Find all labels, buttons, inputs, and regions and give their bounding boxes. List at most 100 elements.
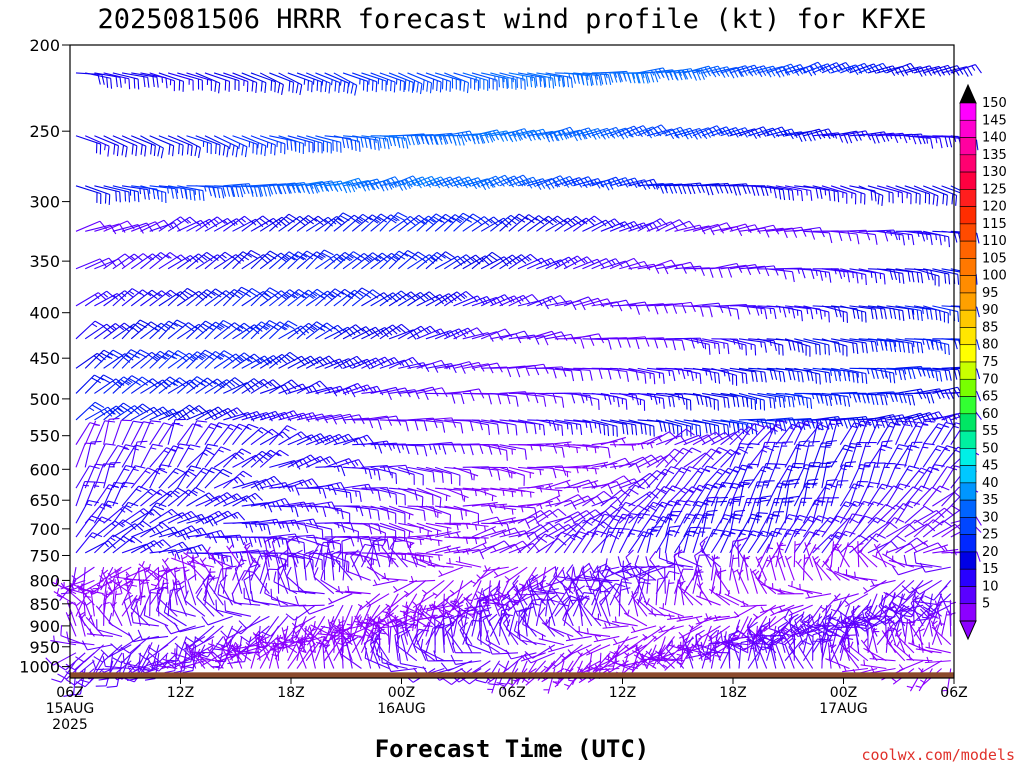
wind-barb [269, 72, 295, 93]
wind-barb [821, 305, 848, 323]
wind-barb [849, 268, 878, 284]
wind-barb [167, 322, 198, 340]
wind-barb [121, 135, 147, 157]
wind-barb [333, 324, 364, 340]
colorbar-swatch [959, 327, 977, 346]
wind-barb [563, 72, 593, 87]
y-tick-label: 850 [29, 595, 60, 614]
wind-barb [121, 289, 152, 307]
wind-barb [619, 301, 650, 312]
wind-barb [867, 65, 900, 77]
colorbar-label: 110 [982, 234, 1007, 249]
wind-barb [840, 305, 867, 323]
wind-barb [923, 135, 953, 148]
wind-barb [517, 72, 546, 88]
colorbar-label: 100 [982, 269, 1007, 284]
colorbar-swatch [959, 240, 977, 259]
wind-barb [131, 221, 163, 232]
x-tick-label: 12Z [167, 685, 194, 701]
colorbar-swatch [959, 603, 977, 622]
colorbar-label: 45 [982, 459, 999, 474]
colorbar-label: 35 [982, 493, 999, 508]
wind-barb [186, 135, 212, 155]
wind-barb [536, 175, 568, 188]
wind-barb [508, 176, 540, 189]
wind-barb [591, 218, 623, 232]
wind-barb [766, 185, 795, 201]
colorbar-label: 120 [982, 200, 1007, 215]
wind-barb [84, 290, 116, 307]
wind-barb [94, 185, 121, 203]
wind-barb [241, 135, 267, 157]
x-tick-label: 18Z [719, 685, 746, 701]
colorbar-label: 10 [982, 579, 999, 594]
wind-barb [683, 225, 715, 236]
wind-barb [609, 257, 642, 270]
wind-barb [877, 268, 905, 284]
colorbar-label: 125 [982, 182, 1007, 197]
wind-barb [241, 215, 272, 232]
colorbar-swatch [959, 119, 977, 138]
credit-text: coolwx.com/models [861, 746, 1015, 764]
colorbar-label: 85 [982, 320, 999, 335]
wind-barb [830, 268, 859, 284]
wind-barb [738, 265, 770, 277]
wind-barb [223, 135, 248, 158]
wind-barb [112, 72, 140, 90]
wind-barb [840, 268, 867, 286]
wind-barb [803, 305, 830, 323]
wind-barb [94, 135, 120, 157]
wind-barb [517, 215, 548, 232]
colorbar-swatch [959, 499, 977, 518]
wind-barb [655, 126, 688, 139]
wind-barb [149, 135, 175, 157]
wind-barb [609, 125, 642, 138]
colorbar: 1501451401351301251201151101051009590858… [959, 83, 1007, 641]
wind-barb [287, 72, 313, 93]
wind-barb [462, 296, 494, 307]
wind-barb [204, 135, 229, 158]
wind-barb [177, 185, 205, 202]
wind-barb [425, 213, 455, 232]
wind-barb [886, 305, 915, 320]
wind-barb [278, 135, 304, 154]
wind-barb [370, 214, 400, 232]
wind-barb [821, 185, 848, 204]
colorbar-swatch [959, 413, 977, 432]
wind-barb [352, 72, 378, 93]
wind-barb [425, 251, 455, 270]
wind-barb [204, 72, 231, 92]
wind-barb [397, 214, 428, 232]
wind-barb [213, 135, 239, 158]
colorbar-label: 80 [982, 338, 999, 353]
wind-barb [784, 305, 814, 320]
wind-barb [803, 185, 831, 201]
colorbar-label: 95 [982, 286, 999, 301]
y-tick-label: 1000 [19, 658, 60, 677]
colorbar-label: 90 [982, 303, 999, 318]
wind-barb [75, 292, 107, 307]
wind-barb [112, 135, 138, 157]
wind-barb [361, 252, 391, 270]
wind-barb [342, 213, 372, 232]
wind-barb [214, 185, 244, 198]
wind-barb [803, 268, 832, 283]
wind-barb [886, 185, 912, 205]
wind-barb [821, 268, 850, 283]
wind-barb [84, 135, 110, 157]
wind-barb [75, 135, 102, 155]
colorbar-swatch [959, 275, 977, 294]
wind-barb [849, 230, 878, 245]
wind-barb [140, 185, 167, 203]
wind-barb [195, 185, 225, 199]
wind-barb [904, 135, 934, 149]
wind-barb [250, 135, 276, 156]
wind-barb [306, 135, 332, 154]
wind-barb [213, 289, 244, 307]
wind-barb [333, 289, 364, 307]
wind-barb [324, 212, 353, 232]
wind-barb [333, 72, 358, 96]
wind-barb [305, 72, 331, 94]
wind-barb [315, 72, 341, 93]
